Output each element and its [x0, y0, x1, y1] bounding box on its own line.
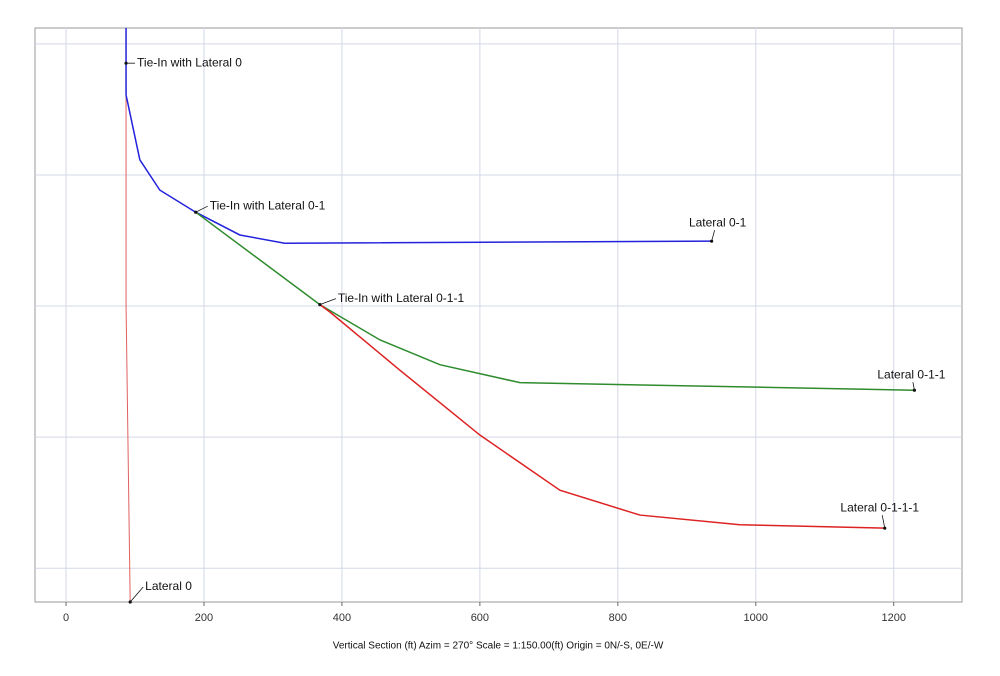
annotation-label: Lateral 0-1-1	[877, 367, 945, 381]
x-tick-label: 1200	[881, 612, 905, 624]
x-axis-label: Vertical Section (ft) Azim = 270° Scale …	[333, 641, 664, 652]
annotation-leader	[195, 205, 208, 213]
annotation-label: Lateral 0	[145, 579, 192, 593]
annotation-label: Lateral 0-1-1-1	[840, 500, 919, 514]
annotation-label: Lateral 0-1	[689, 215, 747, 229]
annotation-leader	[881, 515, 886, 529]
series-line	[125, 28, 712, 245]
annotation-leader	[912, 382, 915, 391]
annotation-leader	[129, 586, 144, 603]
x-tick-label: 1000	[744, 612, 768, 624]
annotation-label: Tie-In with Lateral 0-1-1	[338, 291, 465, 305]
series-line	[195, 211, 915, 391]
annotation-label: Tie-In with Lateral 0-1	[210, 198, 326, 212]
annotation-leader	[711, 230, 716, 242]
x-tick-label: 600	[471, 612, 489, 624]
plot-frame	[34, 27, 963, 603]
series-line	[319, 304, 885, 529]
annotation-point	[912, 388, 917, 392]
x-tick-label: 800	[609, 612, 627, 624]
series-line	[125, 28, 131, 603]
x-tick-label: 0	[63, 612, 69, 624]
annotation-point	[194, 210, 198, 214]
annotation-label: Tie-In with Lateral 0	[137, 55, 242, 69]
annotation-leader	[319, 298, 336, 306]
x-tick-label: 200	[195, 612, 213, 624]
x-tick-label: 400	[333, 612, 351, 624]
